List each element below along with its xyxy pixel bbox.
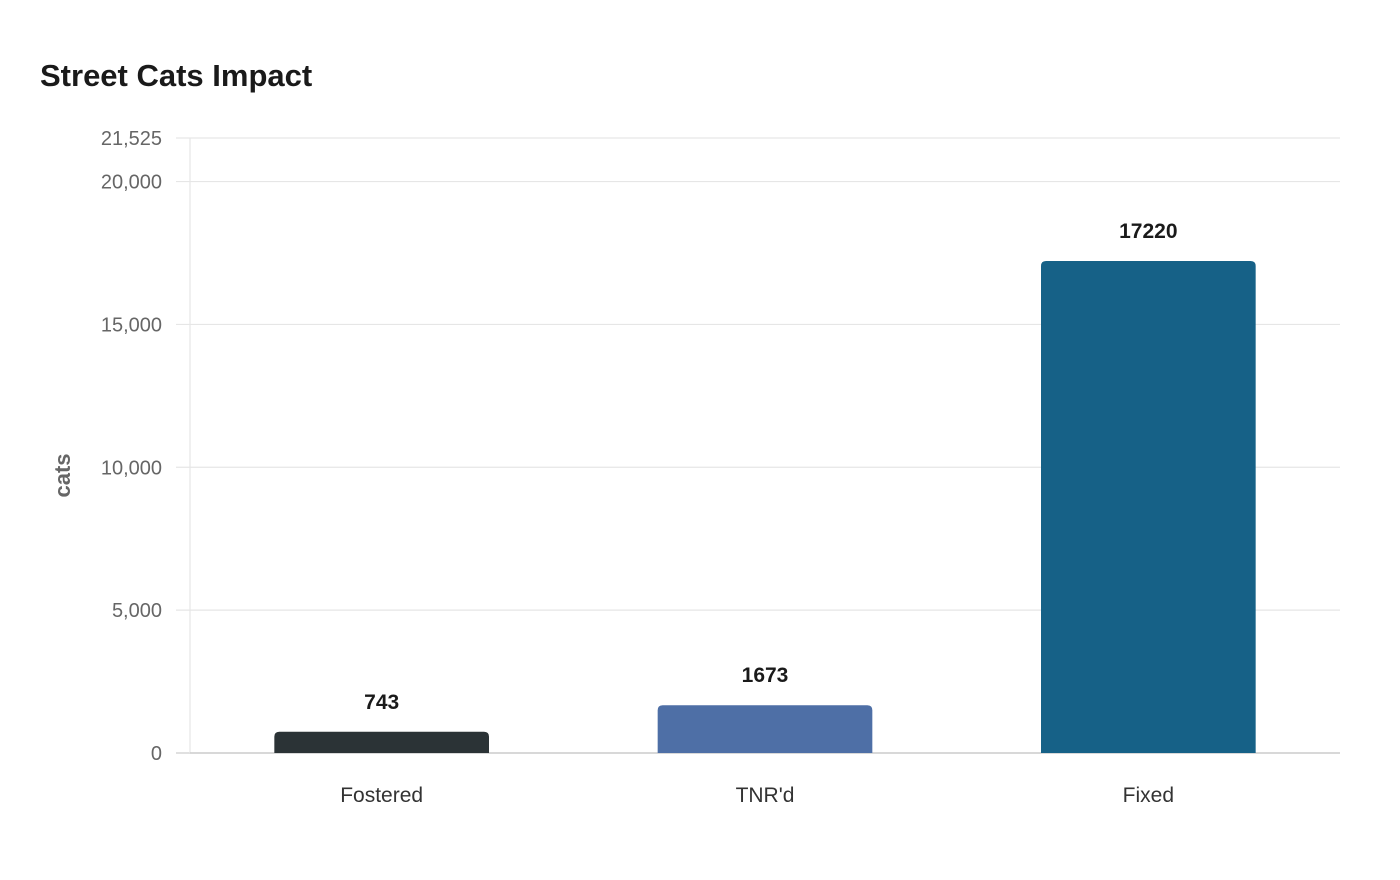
y-tick-label: 5,000 bbox=[112, 600, 162, 622]
data-label: 1673 bbox=[742, 664, 789, 687]
y-tick-label: 15,000 bbox=[101, 314, 162, 336]
bar-tnr-d bbox=[657, 705, 873, 753]
bar-fostered bbox=[274, 731, 489, 753]
y-tick-label: 0 bbox=[151, 743, 162, 765]
x-tick-label: Fixed bbox=[1123, 784, 1174, 807]
bar-fixed bbox=[1041, 261, 1256, 753]
data-label: 743 bbox=[364, 691, 399, 714]
y-tick-label: 10,000 bbox=[101, 457, 162, 479]
y-tick-label: 21,525 bbox=[101, 128, 162, 150]
data-labels: 743 1673 17220 bbox=[364, 220, 1177, 714]
data-label: 17220 bbox=[1119, 220, 1177, 243]
y-tick-labels: 0 5,000 10,000 15,000 20,000 21,525 bbox=[101, 128, 162, 765]
y-axis-title: cats bbox=[50, 453, 75, 497]
bars bbox=[274, 261, 1256, 753]
x-tick-label: TNR'd bbox=[736, 784, 795, 807]
chart-title: Street Cats Impact bbox=[40, 58, 313, 93]
y-tick-label: 20,000 bbox=[101, 172, 162, 194]
x-tick-label: Fostered bbox=[340, 784, 423, 807]
x-tick-labels: Fostered TNR'd Fixed bbox=[340, 784, 1174, 807]
